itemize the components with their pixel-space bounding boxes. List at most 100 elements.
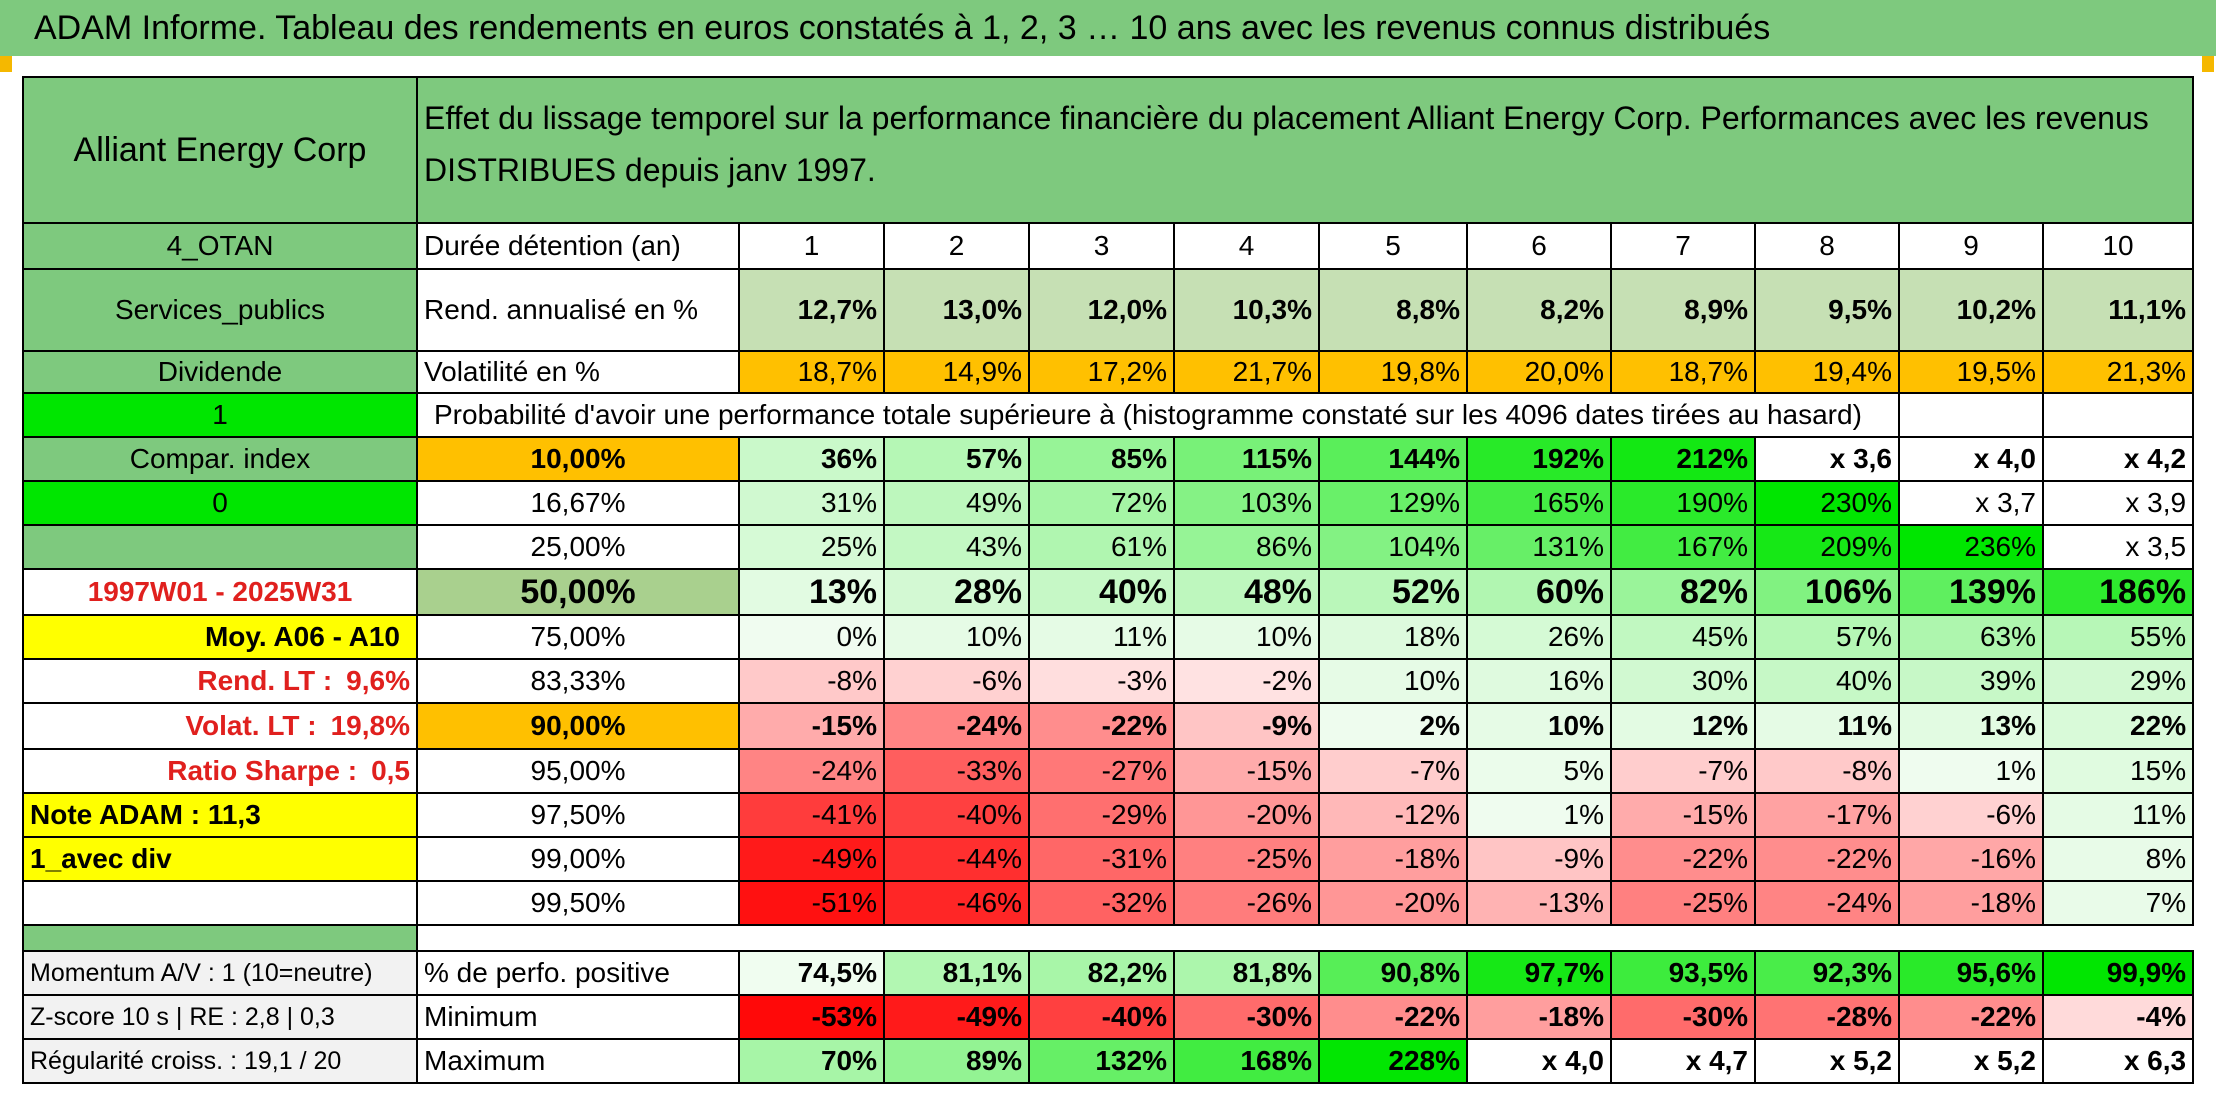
probability-cell: x 4,0: [1898, 436, 2044, 482]
probability-cell: 115%: [1173, 436, 1320, 482]
probability-cell: 40%: [1028, 568, 1175, 616]
year-header: 3: [1028, 222, 1175, 270]
probability-cell: -25%: [1173, 836, 1320, 882]
corner-marker: [0, 56, 12, 72]
volat-lt-value: 19,8%: [330, 710, 410, 741]
probability-cell: 103%: [1173, 480, 1320, 526]
probability-cell: -26%: [1173, 880, 1320, 926]
probability-cell: 129%: [1318, 480, 1468, 526]
probability-cell: -9%: [1466, 836, 1612, 882]
probability-cell: -46%: [883, 880, 1030, 926]
probability-cell: 39%: [1898, 658, 2044, 704]
probability-cell: -15%: [1173, 748, 1320, 794]
positive-cell: 95,6%: [1898, 950, 2044, 996]
probability-cell: -22%: [1028, 702, 1175, 750]
probability-cell: -29%: [1028, 792, 1175, 838]
probability-cell: -3%: [1028, 658, 1175, 704]
probability-cell: x 3,9: [2041, 480, 2195, 526]
note-adam: Note ADAM : 11,3: [22, 792, 418, 838]
maximum-cell: 70%: [738, 1038, 885, 1084]
probability-cell: 1%: [1466, 792, 1612, 838]
positive-cell: 93,5%: [1610, 950, 1756, 996]
positive-cell: 90,8%: [1318, 950, 1468, 996]
probability-cell: 40%: [1754, 658, 1900, 704]
probability-cell: x 3,7: [1898, 480, 2044, 526]
probability-header: Probabilité d'avoir une performance tota…: [416, 392, 1900, 438]
probability-cell: 236%: [1898, 524, 2044, 570]
probability-threshold: 25,00%: [416, 524, 740, 570]
probability-cell: 85%: [1028, 436, 1175, 482]
maximum-cell: x 5,2: [1898, 1038, 2044, 1084]
probability-cell: 82%: [1610, 568, 1756, 616]
probability-cell: 190%: [1610, 480, 1756, 526]
probability-cell: -31%: [1028, 836, 1175, 882]
probability-cell: 48%: [1173, 568, 1320, 616]
probability-cell: -49%: [738, 836, 885, 882]
probability-cell: 192%: [1466, 436, 1612, 482]
minimum-cell: -28%: [1754, 994, 1900, 1040]
minimum-cell: -30%: [1610, 994, 1756, 1040]
vol-cell: 18,7%: [1610, 350, 1756, 394]
left-label-3: Dividende: [22, 350, 418, 394]
probability-cell: 28%: [883, 568, 1030, 616]
probability-cell: x 3,5: [2041, 524, 2195, 570]
probability-cell: 15%: [2041, 748, 2195, 794]
zscore-label: Z-score 10 s | RE : 2,8 | 0,3: [22, 994, 418, 1040]
average-label: Moy. A06 - A10: [22, 614, 418, 660]
rend-cell: 10,3%: [1173, 268, 1320, 352]
year-header: 6: [1466, 222, 1612, 270]
probability-threshold: 95,00%: [416, 748, 740, 794]
minimum-cell: -22%: [1898, 994, 2044, 1040]
corner-marker: [2202, 56, 2214, 72]
probability-cell: -2%: [1173, 658, 1320, 704]
minimum-cell: -18%: [1466, 994, 1612, 1040]
momentum-label: Momentum A/V : 1 (10=neutre): [22, 950, 418, 996]
probability-cell: x 4,2: [2041, 436, 2195, 482]
probability-threshold: 99,50%: [416, 880, 740, 926]
rend-cell: 10,2%: [1898, 268, 2044, 352]
vol-cell: 21,3%: [2041, 350, 2195, 394]
probability-cell: 5%: [1466, 748, 1612, 794]
probability-cell: 8%: [2041, 836, 2195, 882]
probability-cell: 45%: [1610, 614, 1756, 660]
probability-cell: 10%: [1318, 658, 1468, 704]
minimum-cell: -49%: [883, 994, 1030, 1040]
probability-cell: 57%: [1754, 614, 1900, 660]
probability-threshold: 90,00%: [416, 702, 740, 750]
probability-cell: -6%: [1898, 792, 2044, 838]
probability-cell: -15%: [1610, 792, 1756, 838]
left-label-2: Services_publics: [22, 268, 418, 352]
maximum-cell: 168%: [1173, 1038, 1320, 1084]
positive-cell: 81,1%: [883, 950, 1030, 996]
period-label: 1997W01 - 2025W31: [22, 568, 418, 616]
probability-cell: 43%: [883, 524, 1030, 570]
maximum-cell: 89%: [883, 1038, 1030, 1084]
probability-cell: -20%: [1318, 880, 1468, 926]
probability-cell: 10%: [1466, 702, 1612, 750]
probability-cell: 25%: [738, 524, 885, 570]
probability-cell: 49%: [883, 480, 1030, 526]
probability-cell: 26%: [1466, 614, 1612, 660]
left-label-5: Compar. index: [22, 436, 418, 482]
probability-cell: 31%: [738, 480, 885, 526]
probability-cell: 57%: [883, 436, 1030, 482]
probability-cell: x 3,6: [1754, 436, 1900, 482]
rend-lt-value: 9,6%: [346, 665, 410, 696]
company-name: Alliant Energy Corp: [22, 76, 418, 224]
positive-label: % de perfo. positive: [416, 950, 740, 996]
volat-lt-label: Volat. LT :: [185, 710, 317, 741]
probability-cell: -27%: [1028, 748, 1175, 794]
year-header: 4: [1173, 222, 1320, 270]
probability-cell: 52%: [1318, 568, 1468, 616]
year-header: 10: [2041, 222, 2195, 270]
probability-cell: 11%: [1028, 614, 1175, 660]
ratio-sharpe-value: 0,5: [371, 755, 410, 786]
year-header: 8: [1754, 222, 1900, 270]
minimum-cell: -22%: [1318, 994, 1468, 1040]
probability-cell: -24%: [1754, 880, 1900, 926]
rend-lt-label: Rend. LT :: [197, 665, 333, 696]
vol-cell: 18,7%: [738, 350, 885, 394]
probability-cell: 106%: [1754, 568, 1900, 616]
probability-cell: -22%: [1754, 836, 1900, 882]
probability-cell: 230%: [1754, 480, 1900, 526]
